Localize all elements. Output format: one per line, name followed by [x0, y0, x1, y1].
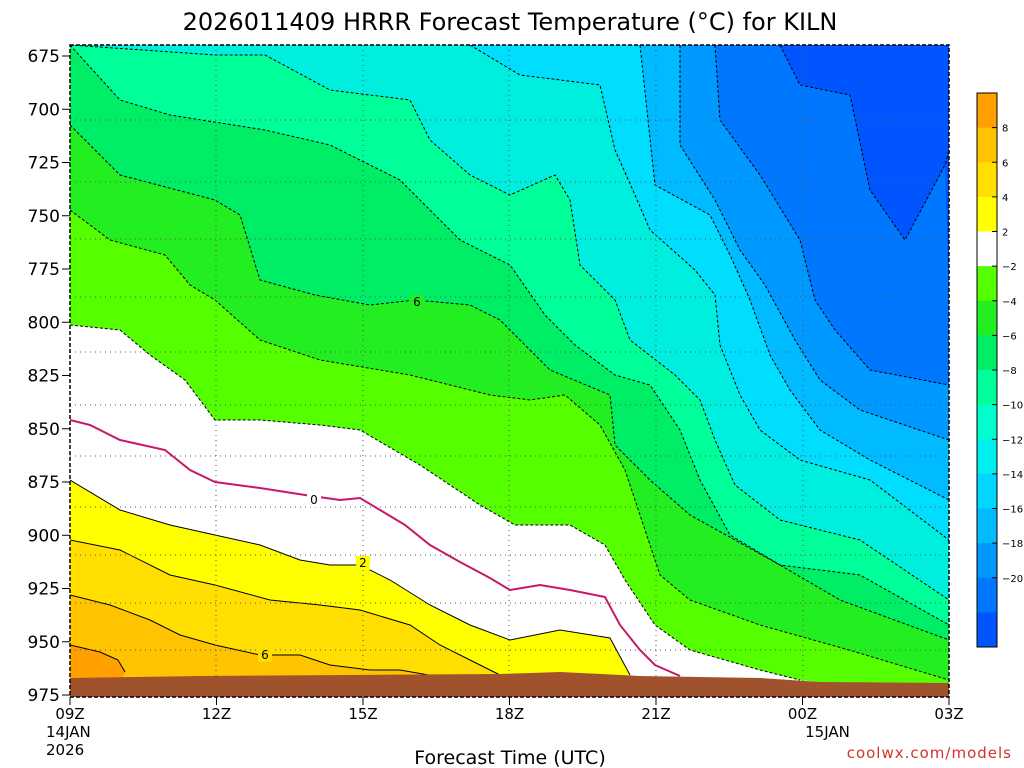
y-tick-label: 975 [28, 686, 60, 706]
x-tick-label: 21Z [641, 705, 670, 723]
x-tick-label: 15Z [348, 705, 377, 723]
colorbar-swatch [977, 162, 997, 198]
colorbar-swatch [977, 612, 997, 648]
colorbar-label: 2 [1002, 228, 1008, 239]
x-axis-label: Forecast Time (UTC) [414, 747, 605, 768]
x-tick-label: 09Z [55, 705, 84, 723]
colorbar-swatch [977, 439, 997, 475]
colorbar-label: 4 [1002, 193, 1008, 204]
x-tick-label: 03Z [934, 705, 963, 723]
colorbar-label: −20 [1002, 574, 1023, 585]
colorbar-label: −16 [1002, 505, 1023, 516]
colorbar-swatch [977, 196, 997, 232]
contour-label: 6 [261, 648, 269, 662]
colorbar-label: −4 [1002, 297, 1017, 308]
colorbar-swatch [977, 543, 997, 579]
colorbar-swatch [977, 335, 997, 371]
x-tick-label: 12Z [202, 705, 231, 723]
colorbar-swatch [977, 370, 997, 406]
colorbar-swatch [977, 127, 997, 163]
negative-contours [70, 45, 949, 681]
colorbar-swatch [977, 266, 997, 302]
colorbar-swatch [977, 508, 997, 544]
y-tick-label: 850 [28, 420, 60, 440]
colorbar-label: −8 [1002, 366, 1017, 377]
contour-labels: 6 0 2 6 [258, 295, 424, 662]
contour-label: 2 [359, 556, 367, 570]
colorbar-swatch [977, 93, 997, 129]
y-tick-label: 950 [28, 633, 60, 653]
plot-area [70, 45, 949, 697]
y-tick-label: 700 [28, 100, 60, 120]
zero-isotherm [70, 419, 681, 677]
colorbar: 8 6 4 2 −2 −4 −6 −8 −10 −12 −14 −16 −18 −20 [976, 92, 1023, 648]
y-axis: 675 700 725 750 775 800 825 850 875 900 925 950 975 [28, 47, 70, 706]
colorbar-label: 6 [1002, 158, 1008, 169]
colorbar-label: −12 [1002, 435, 1023, 446]
y-tick-label: 725 [28, 154, 60, 174]
x-tick-label: 18Z [495, 705, 524, 723]
colorbar-swatch [977, 231, 997, 267]
colorbar-label: −10 [1002, 401, 1023, 412]
contour-label: 0 [310, 493, 318, 507]
y-tick-label: 675 [28, 47, 60, 67]
y-tick-label: 775 [28, 260, 60, 280]
credit-text: coolwx.com/models [847, 744, 1012, 762]
colorbar-swatch [977, 300, 997, 336]
y-tick-label: 825 [28, 367, 60, 387]
colorbar-label: 8 [1002, 124, 1008, 135]
x-date-label: 14JAN [46, 723, 91, 741]
y-tick-label: 925 [28, 580, 60, 600]
colorbar-swatch [977, 473, 997, 509]
colorbar-swatch [977, 404, 997, 440]
terrain [70, 672, 949, 697]
band-plus-8 [70, 595, 460, 697]
x-year-label: 2026 [46, 741, 84, 759]
y-tick-label: 800 [28, 313, 60, 333]
x-date-label: 15JAN [805, 723, 850, 741]
y-tick-label: 875 [28, 473, 60, 493]
colorbar-label: −18 [1002, 539, 1023, 550]
y-tick-label: 750 [28, 207, 60, 227]
x-tick-label: 00Z [788, 705, 817, 723]
y-tick-label: 900 [28, 526, 60, 546]
colorbar-label: −2 [1002, 262, 1017, 273]
colorbar-swatch [977, 577, 997, 613]
colorbar-label: −6 [1002, 331, 1017, 342]
colorbar-label: −14 [1002, 470, 1023, 481]
grid [70, 45, 949, 697]
chart-title: 2026011409 HRRR Forecast Temperature (°C… [183, 8, 838, 36]
contour-label: 6 [413, 295, 421, 309]
